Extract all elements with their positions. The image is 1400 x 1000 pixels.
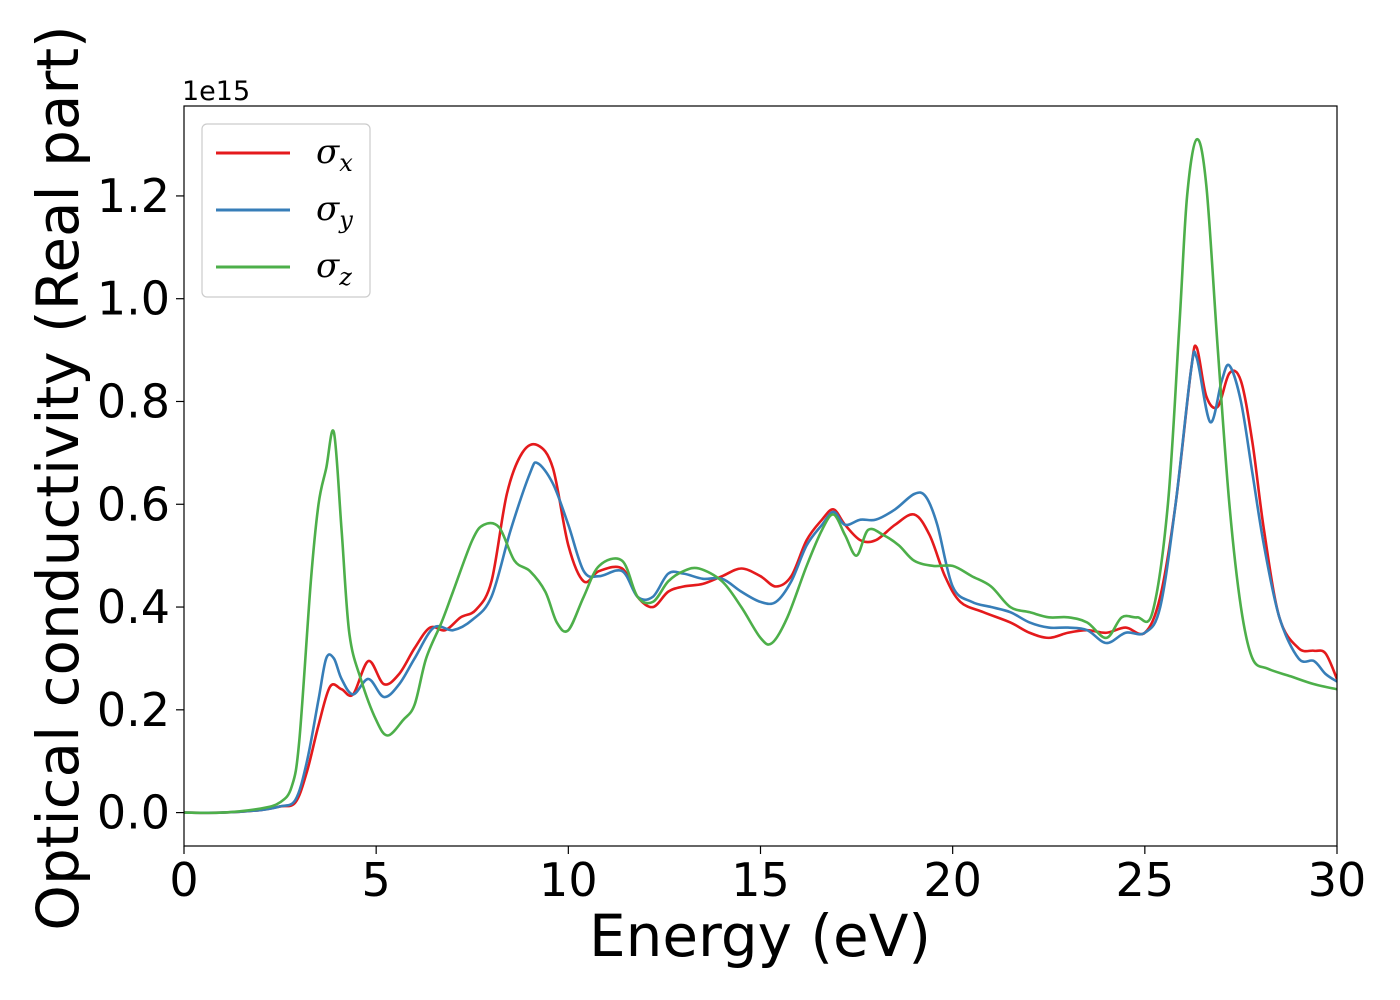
x-tick-label: 0 bbox=[169, 853, 198, 907]
y-axis-offset-text: 1e15 bbox=[182, 76, 250, 107]
series-line-z bbox=[184, 138, 1337, 815]
x-axis: 0 5 10 15 20 25 30 bbox=[169, 846, 1366, 907]
x-tick-label: 25 bbox=[1116, 853, 1175, 907]
y-tick-label: 0.4 bbox=[97, 580, 170, 634]
y-tick-label: 0.2 bbox=[97, 683, 170, 737]
x-tick-label: 30 bbox=[1308, 853, 1367, 907]
x-tick-label: 20 bbox=[923, 853, 982, 907]
y-tick-label: 0.6 bbox=[97, 477, 170, 531]
y-tick-label: 0.8 bbox=[97, 374, 170, 428]
y-tick-label: 1.0 bbox=[97, 272, 170, 326]
series-layer bbox=[184, 138, 1337, 815]
y-axis: 0.0 0.2 0.4 0.6 0.8 1.0 1.2 bbox=[97, 169, 184, 840]
x-tick-label: 15 bbox=[731, 853, 790, 907]
x-axis-label: Energy (eV) bbox=[589, 902, 931, 970]
plot-area bbox=[183, 105, 1338, 847]
x-tick-label: 10 bbox=[539, 853, 598, 907]
y-tick-label: 0.0 bbox=[97, 786, 170, 840]
x-tick-label: 5 bbox=[362, 853, 391, 907]
series-line-y bbox=[184, 350, 1337, 815]
y-tick-label: 1.2 bbox=[97, 169, 170, 223]
y-axis-label: Optical conductivity (Real part) bbox=[24, 25, 92, 930]
